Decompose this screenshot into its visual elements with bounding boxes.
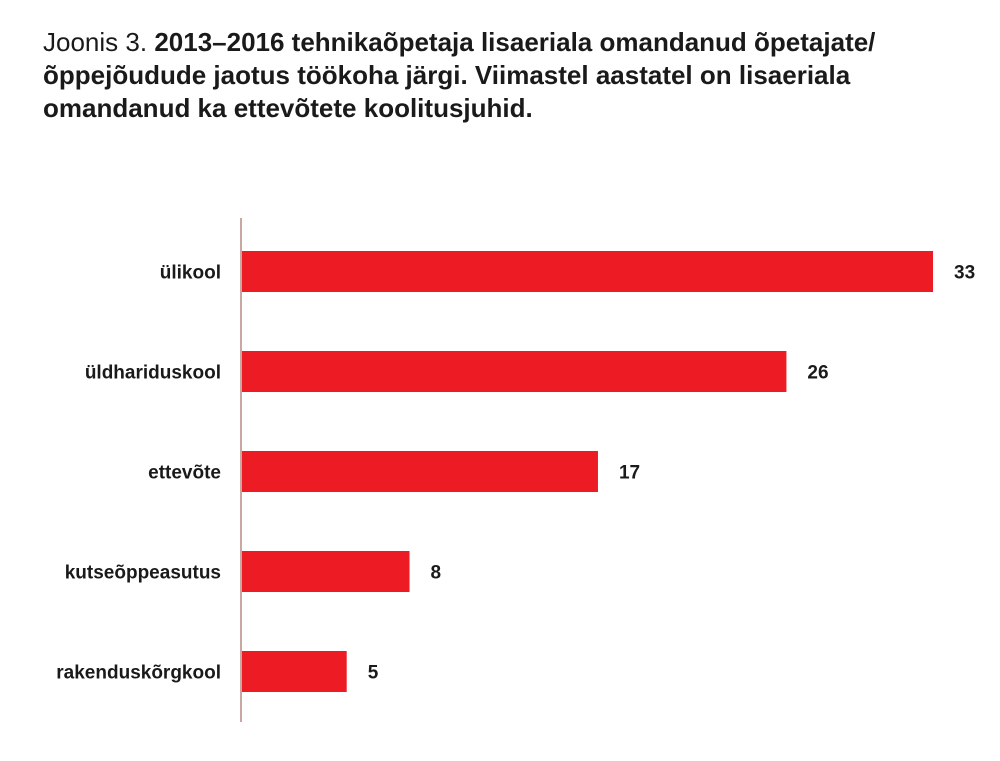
- category-label-1: üldhariduskool: [85, 363, 221, 384]
- bar-4: [242, 651, 347, 692]
- bar-0: [242, 251, 933, 292]
- value-label-3: 8: [431, 563, 442, 584]
- value-label-1: 26: [807, 363, 828, 384]
- category-label-4: rakenduskõrgkool: [56, 663, 221, 684]
- chart-title: Joonis 3. 2013–2016 tehnikaõpetaja lisae…: [43, 26, 963, 125]
- category-label-3: kutseõppeasutus: [65, 563, 221, 584]
- category-label-0: ülikool: [160, 263, 221, 284]
- title-text: 2013–2016 tehnikaõpetaja lisaeriala oman…: [43, 27, 876, 123]
- category-label-2: ettevõte: [148, 463, 221, 484]
- value-label-2: 17: [619, 463, 640, 484]
- bar-1: [242, 351, 787, 392]
- bar-2: [242, 451, 598, 492]
- title-prefix: Joonis 3.: [43, 27, 148, 57]
- value-label-0: 33: [954, 263, 975, 284]
- bar-3: [242, 551, 410, 592]
- value-label-4: 5: [368, 663, 379, 684]
